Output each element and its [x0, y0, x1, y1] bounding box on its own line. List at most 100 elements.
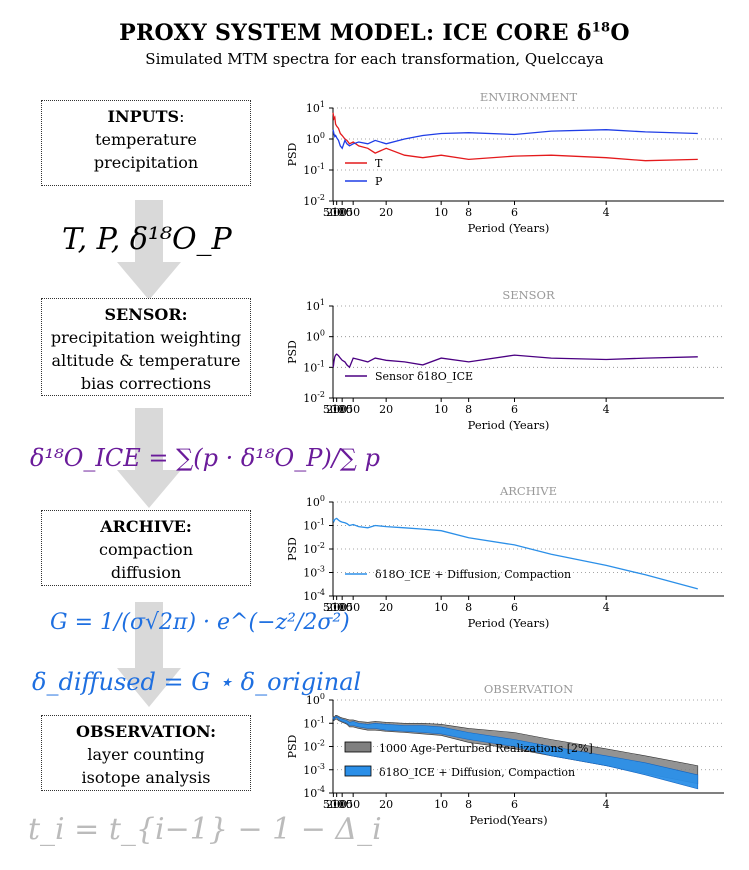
x-tick-label: 500 [323, 601, 344, 614]
legend-label-1: P [375, 175, 383, 188]
inputs-heading: INPUTS: [107, 107, 185, 126]
eq-inputs: T, P, δ¹⁸O_P [62, 222, 232, 257]
y-axis-label: PSD [286, 340, 299, 364]
x-tick-label: 500 [323, 206, 344, 219]
x-tick-label: 6 [511, 601, 518, 614]
x-tick-label: 20 [379, 403, 393, 416]
y-tick-label: 10-2 [303, 541, 325, 556]
x-tick-label: 200 [326, 798, 347, 811]
x-tick-label: 4 [603, 601, 610, 614]
y-tick-label: 10-1 [303, 715, 325, 730]
archive-box: ARCHIVE: compaction diffusion [41, 510, 251, 586]
y-axis-label: PSD [286, 537, 299, 561]
x-tick-label: 6 [511, 403, 518, 416]
archive-line-1: compaction [99, 540, 193, 559]
inputs-line-1: temperature [95, 130, 197, 149]
eq-archive-kernel: G = 1/(σ√2π) · e^(−z²/2σ²) [50, 610, 350, 635]
y-tick-label: 100 [306, 329, 325, 344]
legend-label-1: δ18O_ICE + Diffusion, Compaction [379, 766, 575, 779]
x-tick-label: 8 [465, 601, 472, 614]
x-tick-label: 200 [326, 403, 347, 416]
x-tick-label: 100 [332, 601, 353, 614]
x-axis-label: Period (Years) [468, 418, 550, 432]
x-tick-label: 10 [434, 798, 448, 811]
x-tick-label: 10 [434, 601, 448, 614]
y-tick-label: 100 [306, 131, 325, 146]
x-tick-label: 100 [332, 403, 353, 416]
series-line-1 [332, 129, 698, 150]
observation-box: OBSERVATION: layer counting isotope anal… [41, 715, 251, 791]
x-tick-label: 100 [332, 206, 353, 219]
y-tick-label: 10-2 [303, 390, 325, 405]
x-tick-label: 50 [346, 403, 360, 416]
x-tick-label: 500 [323, 403, 344, 416]
x-tick-label: 8 [465, 403, 472, 416]
legend-label-0: Sensor δ18O_ICE [375, 370, 473, 383]
chart-title: ENVIRONMENT [480, 90, 578, 104]
sensor-box: SENSOR: precipitation weighting altitude… [41, 298, 251, 396]
subtitle: Simulated MTM spectra for each transform… [145, 50, 604, 68]
sensor-line-2: altitude & temperature [51, 351, 241, 370]
x-tick-label: 20 [379, 798, 393, 811]
x-tick-label: 8 [465, 798, 472, 811]
y-tick-label: 10-2 [303, 739, 325, 754]
observation-line-2: isotope analysis [81, 768, 211, 787]
x-tick-label: 10 [434, 403, 448, 416]
sensor-heading: SENSOR: [104, 305, 188, 324]
legend-label-0: T [375, 157, 383, 170]
y-tick-label: 10-4 [303, 785, 325, 800]
title-text: PROXY SYSTEM MODEL: ICE CORE δ [119, 20, 592, 46]
legend-swatch-0 [344, 741, 372, 753]
eq-sensor: δ¹⁸O_ICE = ∑(p · δ¹⁸O_P)/∑ p [30, 444, 380, 472]
archive-heading: ARCHIVE: [100, 517, 192, 536]
x-axis-label: Period (Years) [468, 616, 550, 630]
x-tick-label: 6 [511, 206, 518, 219]
x-axis-label: Period(Years) [469, 813, 547, 827]
eq-observation: t_i = t_{i−1} − 1 − Δ_i [28, 812, 382, 847]
y-tick-label: 10-1 [303, 162, 325, 177]
series-line-0 [332, 517, 698, 590]
x-tick-label: 4 [603, 798, 610, 811]
inputs-box: INPUTS: temperature precipitation [41, 100, 251, 186]
x-tick-label: 500 [323, 798, 344, 811]
y-tick-label: 10-4 [303, 588, 325, 603]
eq-archive-conv: δ_diffused = G ⋆ δ_original [32, 668, 362, 696]
y-tick-label: 101 [306, 100, 325, 115]
sensor-line-1: precipitation weighting [50, 328, 242, 347]
x-tick-label: 200 [326, 601, 347, 614]
x-axis-label: Period (Years) [468, 221, 550, 235]
x-tick-label: 4 [603, 403, 610, 416]
archive-line-2: diffusion [110, 563, 182, 582]
arrow-archive [117, 602, 181, 707]
x-tick-label: 8 [465, 206, 472, 219]
x-tick-label: 20 [379, 206, 393, 219]
chart-3: OBSERVATION10010-110-210-310-45002001005… [286, 682, 724, 827]
y-axis-label: PSD [286, 142, 299, 166]
y-tick-label: 10-3 [303, 762, 325, 777]
y-tick-label: 10-1 [303, 359, 325, 374]
x-tick-label: 200 [326, 206, 347, 219]
y-tick-label: 100 [306, 692, 325, 707]
x-tick-label: 50 [346, 798, 360, 811]
legend-label-0: 1000 Age-Perturbed Realizations [2%] [379, 742, 593, 755]
series-line-0 [332, 112, 698, 162]
y-tick-label: 10-3 [303, 565, 325, 580]
arrow-inputs [117, 200, 181, 300]
y-tick-label: 101 [306, 298, 325, 313]
inputs-line-2: precipitation [93, 153, 199, 172]
legend-swatch-1 [344, 765, 372, 777]
x-tick-label: 4 [603, 206, 610, 219]
arrow-sensor [117, 408, 181, 508]
x-tick-label: 20 [379, 601, 393, 614]
x-tick-label: 50 [346, 206, 360, 219]
y-tick-label: 100 [306, 494, 325, 509]
y-tick-label: 10-2 [303, 193, 325, 208]
main-title: PROXY SYSTEM MODEL: ICE CORE δ18O [0, 20, 749, 46]
x-tick-label: 50 [346, 601, 360, 614]
series-band-1 [332, 715, 699, 790]
title-sup: 18 [591, 20, 611, 36]
y-axis-label: PSD [286, 734, 299, 758]
